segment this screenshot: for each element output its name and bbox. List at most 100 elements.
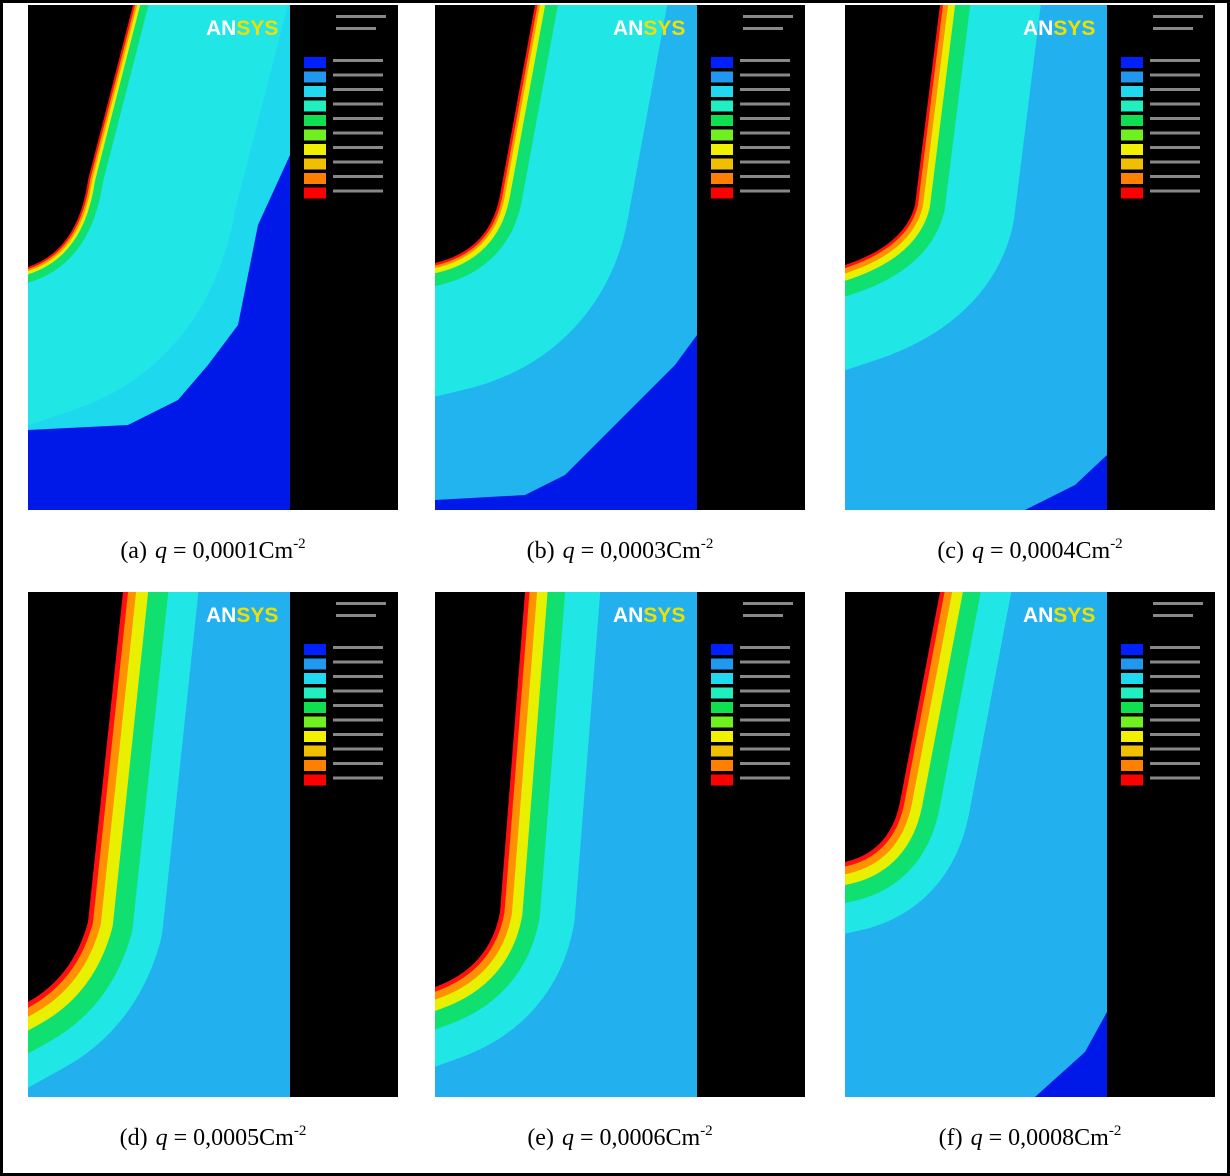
legend-text-blur	[740, 718, 790, 722]
date-blur	[1153, 15, 1203, 18]
caption: (f) q = 0,0008Cm-2	[939, 1123, 1122, 1151]
legend-swatch	[711, 100, 733, 112]
caption-label: (a)	[120, 538, 147, 564]
legend-text-blur	[1150, 73, 1200, 77]
plot-area	[28, 592, 290, 1097]
caption-exponent: -2	[700, 1123, 713, 1139]
caption-unit: Cm	[666, 538, 701, 564]
caption-value: = 0,0006	[580, 1125, 666, 1151]
legend-text-blur	[333, 747, 383, 751]
legend-text-blur	[333, 117, 383, 120]
caption: (a) q = 0,0001Cm-2	[120, 536, 305, 564]
caption-value: = 0,0005	[174, 1125, 260, 1151]
legend-text-blur	[740, 762, 790, 765]
legend-text-blur	[1150, 660, 1200, 664]
legend-text-blur	[740, 117, 790, 120]
time-blur	[1153, 27, 1193, 30]
legend-swatch	[1121, 731, 1143, 742]
plot-area	[435, 592, 697, 1097]
legend-text-blur	[740, 160, 790, 164]
logo-sys: SYS	[643, 604, 685, 627]
caption-label: (d)	[120, 1125, 148, 1151]
legend-swatch	[711, 731, 733, 742]
ansys-logo: ANSYS	[1023, 604, 1095, 627]
legend-swatch	[1121, 115, 1143, 126]
legend-text-blur	[1150, 146, 1200, 149]
legend-swatch	[1121, 687, 1143, 699]
legend-swatch	[304, 774, 326, 786]
legend-text-blur	[740, 660, 790, 664]
logo-sys: SYS	[643, 17, 685, 40]
logo-sys: SYS	[236, 17, 278, 40]
caption-value: = 0,0003	[581, 538, 667, 564]
legend-swatch	[711, 673, 733, 684]
legend-swatch	[304, 716, 326, 728]
ansys-logo: ANSYS	[613, 604, 685, 627]
caption: (c) q = 0,0004Cm-2	[937, 536, 1122, 564]
legend-text-blur	[333, 718, 383, 722]
contour-plot: ANSYS	[435, 592, 805, 1097]
low-region	[1025, 455, 1107, 510]
legend-swatch	[304, 187, 326, 199]
date-blur	[743, 15, 793, 18]
void-region	[28, 592, 123, 1002]
legend-text-blur	[740, 776, 790, 780]
legend-text-blur	[333, 776, 383, 780]
contour-plot: ANSYS	[435, 5, 805, 510]
legend-swatch	[1121, 158, 1143, 170]
legend-swatch	[1121, 673, 1143, 684]
logo-an: AN	[613, 17, 643, 40]
legend-text-blur	[333, 733, 383, 736]
logo-sys: SYS	[236, 604, 278, 627]
legend-text-blur	[333, 59, 383, 62]
caption-label: (e)	[527, 1125, 554, 1151]
legend-swatch	[304, 687, 326, 699]
caption: (b) q = 0,0003Cm-2	[527, 536, 714, 564]
date-blur	[336, 15, 386, 18]
legend-swatch	[711, 187, 733, 199]
legend-text-blur	[740, 704, 790, 707]
caption: (d) q = 0,0005Cm-2	[120, 1123, 307, 1151]
legend-swatch	[304, 100, 326, 112]
legend-text-blur	[1150, 747, 1200, 751]
legend-text-blur	[333, 689, 383, 693]
date-blur	[743, 602, 793, 605]
legend-text-blur	[1150, 88, 1200, 91]
legend-text-blur	[740, 646, 790, 649]
legend-swatch	[711, 745, 733, 757]
legend-text-blur	[333, 102, 383, 106]
legend-swatch	[711, 158, 733, 170]
date-blur	[1153, 602, 1203, 605]
caption-symbol: q	[971, 1125, 983, 1151]
legend-text-blur	[333, 131, 383, 135]
legend-swatch	[304, 115, 326, 126]
legend-swatch	[711, 144, 733, 155]
void-region	[845, 5, 940, 265]
time-blur	[336, 27, 376, 30]
caption-symbol: q	[972, 538, 984, 564]
legend-text-blur	[1150, 704, 1200, 707]
legend-swatch	[1121, 57, 1143, 68]
legend-swatch	[1121, 644, 1143, 655]
legend-swatch	[711, 687, 733, 699]
caption-value: = 0,0008	[989, 1125, 1075, 1151]
legend-swatch	[304, 158, 326, 170]
legend-swatch	[711, 71, 733, 83]
legend-swatch	[1121, 144, 1143, 155]
legend-text-blur	[333, 704, 383, 707]
legend-swatch	[304, 86, 326, 97]
legend-text-blur	[333, 660, 383, 664]
legend-text-blur	[333, 189, 383, 193]
plot-area	[28, 5, 290, 510]
time-blur	[336, 614, 376, 617]
legend-text-blur	[1150, 675, 1200, 678]
legend-swatch	[304, 129, 326, 141]
legend-text-blur	[333, 646, 383, 649]
legend-text-blur	[1150, 762, 1200, 765]
legend-text-blur	[740, 747, 790, 751]
time-blur	[743, 27, 783, 30]
legend-text-blur	[1150, 189, 1200, 193]
legend-swatch	[1121, 760, 1143, 771]
legend-text-blur	[1150, 175, 1200, 178]
caption-exponent: -2	[1109, 1123, 1122, 1139]
